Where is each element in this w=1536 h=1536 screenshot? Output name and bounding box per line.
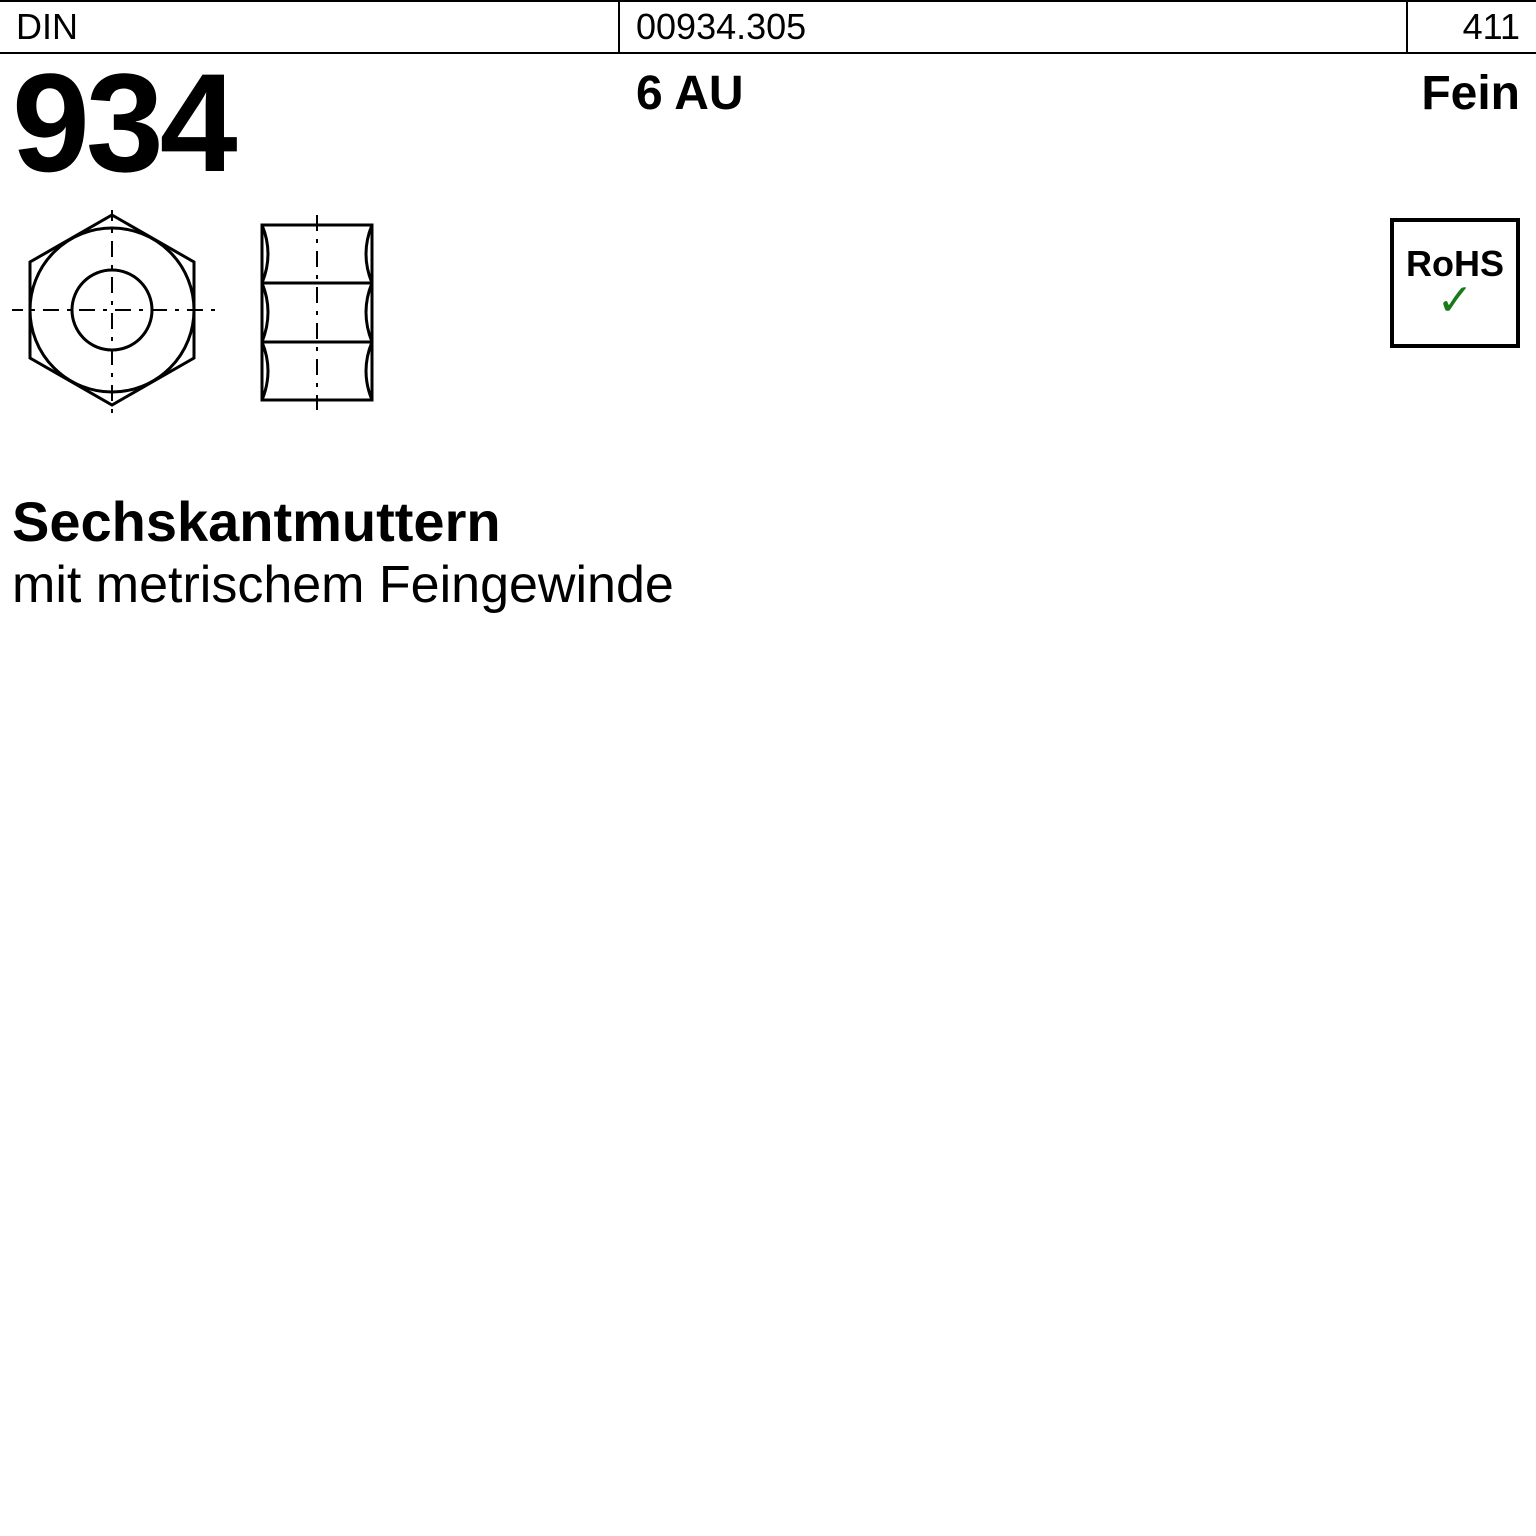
title-line-2: mit metrischem Feingewinde [12, 554, 674, 616]
datasheet-page: DIN 00934.305 411 934 6 AU Fein [0, 0, 1536, 1536]
rohs-badge: RoHS ✓ [1390, 218, 1520, 348]
product-title: Sechskantmuttern mit metrischem Feingewi… [12, 490, 674, 617]
header-cell-code: 00934.305 [620, 2, 1408, 52]
technical-drawing [12, 210, 392, 420]
check-icon: ✓ [1437, 279, 1474, 323]
subheader-row: 934 6 AU Fein [0, 54, 1536, 174]
header-cell-page: 411 [1408, 2, 1536, 52]
title-line-1: Sechskantmuttern [12, 490, 674, 554]
din-number: 934 [12, 42, 234, 204]
thread-type: Fein [1421, 66, 1520, 121]
material-grade: 6 AU [636, 66, 744, 121]
